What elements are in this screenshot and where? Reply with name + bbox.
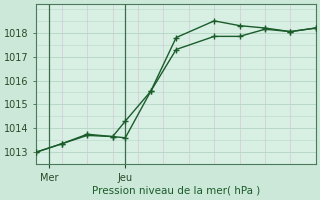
X-axis label: Pression niveau de la mer( hPa ): Pression niveau de la mer( hPa ) bbox=[92, 186, 260, 196]
